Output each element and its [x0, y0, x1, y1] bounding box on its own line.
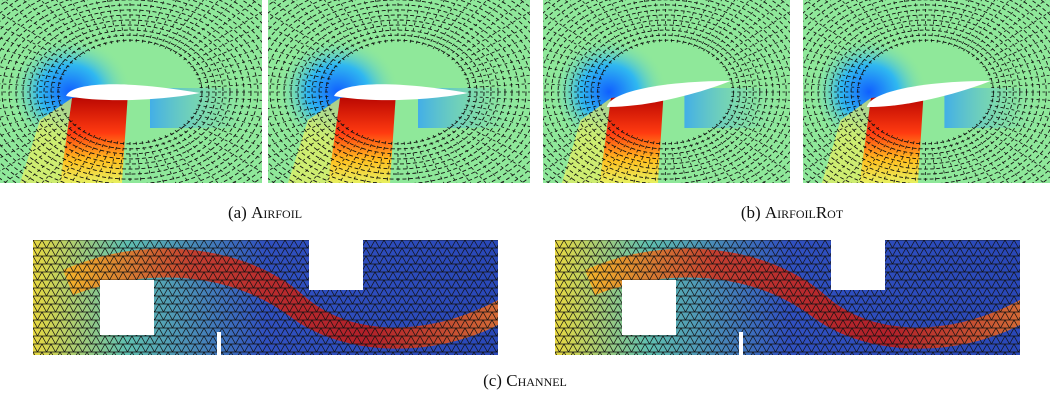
airfoil-ground-truth	[268, 0, 530, 183]
caption-label: (c)	[483, 371, 502, 390]
airfoilrot-prediction	[543, 0, 790, 183]
caption-name: Airfoil	[251, 203, 302, 222]
channel-ground-truth	[555, 240, 1020, 355]
caption-c: (c) Channel	[483, 371, 567, 391]
caption-label: (a)	[228, 203, 247, 222]
caption-b: (b) AirfoilRot	[741, 203, 843, 223]
caption-a: (a) Airfoil	[228, 203, 302, 223]
airfoil-prediction	[0, 0, 262, 183]
channel-prediction	[33, 240, 498, 355]
caption-label: (b)	[741, 203, 761, 222]
figure: (a) Airfoil (b) AirfoilRot (c) Channel	[0, 0, 1050, 404]
airfoilrot-ground-truth	[803, 0, 1050, 183]
caption-name: Channel	[506, 371, 567, 390]
caption-name: AirfoilRot	[765, 203, 843, 222]
